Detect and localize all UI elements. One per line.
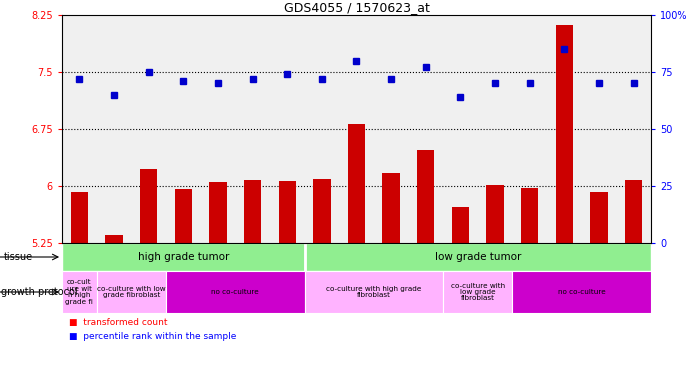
Text: co-culture with high grade
fibroblast: co-culture with high grade fibroblast bbox=[326, 286, 422, 298]
Bar bbox=[383, 173, 400, 243]
Bar bbox=[452, 207, 469, 243]
Bar bbox=[175, 189, 192, 243]
Bar bbox=[513, 271, 651, 313]
Bar bbox=[417, 149, 435, 243]
Bar bbox=[305, 243, 651, 271]
Text: low grade tumor: low grade tumor bbox=[435, 252, 521, 262]
Bar bbox=[305, 271, 443, 313]
Text: tissue: tissue bbox=[3, 252, 32, 262]
Text: no co-culture: no co-culture bbox=[558, 289, 605, 295]
Bar bbox=[62, 243, 305, 271]
Title: GDS4055 / 1570623_at: GDS4055 / 1570623_at bbox=[283, 1, 429, 14]
Bar bbox=[590, 192, 607, 243]
Bar bbox=[443, 271, 513, 313]
Bar bbox=[348, 124, 365, 243]
Text: ■  percentile rank within the sample: ■ percentile rank within the sample bbox=[69, 332, 236, 341]
Text: no co-culture: no co-culture bbox=[211, 289, 259, 295]
Text: high grade tumor: high grade tumor bbox=[138, 252, 229, 262]
Bar bbox=[521, 188, 538, 243]
Bar bbox=[244, 180, 261, 243]
Bar bbox=[556, 25, 573, 243]
Bar bbox=[97, 271, 166, 313]
Bar bbox=[486, 185, 504, 243]
Bar bbox=[166, 271, 305, 313]
Bar bbox=[105, 235, 122, 243]
Text: growth protocol: growth protocol bbox=[1, 287, 77, 297]
Bar bbox=[70, 192, 88, 243]
Text: co-culture with
low grade
fibroblast: co-culture with low grade fibroblast bbox=[451, 283, 505, 301]
Bar bbox=[278, 182, 296, 243]
Text: ■  transformed count: ■ transformed count bbox=[69, 318, 167, 327]
Text: co-culture with low
grade fibroblast: co-culture with low grade fibroblast bbox=[97, 286, 166, 298]
Bar bbox=[209, 182, 227, 243]
Bar bbox=[313, 179, 330, 243]
Bar bbox=[140, 169, 158, 243]
Bar bbox=[62, 271, 97, 313]
Text: co-cult
ure wit
h high
grade fi: co-cult ure wit h high grade fi bbox=[66, 279, 93, 305]
Bar bbox=[625, 180, 643, 243]
